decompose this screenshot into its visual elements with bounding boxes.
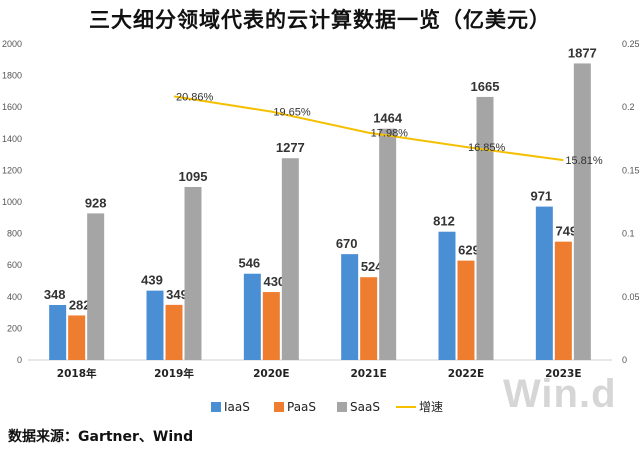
- y-left-tick-label: 1000: [2, 197, 22, 207]
- y-left-tick-label: 600: [7, 260, 22, 270]
- y-left-tick-label: 200: [7, 323, 22, 333]
- y-right-tick-label: 0: [622, 355, 627, 365]
- y-right-tick-label: 0.2: [622, 102, 635, 112]
- y-right-tick-label: 0.05: [622, 292, 640, 302]
- y-left-tick-label: 0: [17, 355, 22, 365]
- growth-rate-label: 17.98%: [371, 128, 409, 140]
- y-left-tick-label: 1400: [2, 134, 22, 144]
- bar-saas: [573, 63, 591, 361]
- y-left-tick-label: 1200: [2, 165, 22, 175]
- bar-paas: [554, 241, 572, 360]
- x-category-label: 2022E: [448, 368, 484, 380]
- growth-rate-line: [173, 95, 564, 162]
- legend-label: SaaS: [350, 400, 380, 414]
- bar-paas: [68, 315, 86, 360]
- bar-value-label: 1665: [471, 79, 500, 94]
- legend-swatch-saas: [337, 402, 347, 412]
- growth-rate-label: 20.86%: [176, 91, 214, 103]
- growth-rate-label: 16.85%: [468, 142, 506, 154]
- bar-value-label: 349: [166, 287, 188, 302]
- y-right-tick-label: 0.25: [622, 39, 640, 49]
- bar-value-label: 928: [85, 195, 107, 210]
- y-left-tick-label: 1800: [2, 71, 22, 81]
- bar-saas: [476, 96, 494, 361]
- y-left-tick-label: 400: [7, 292, 22, 302]
- bar-iaas: [438, 231, 456, 360]
- bar-iaas: [49, 305, 67, 360]
- y-right-tick-label: 0.15: [622, 165, 640, 175]
- x-category-label: 2019年: [154, 367, 194, 380]
- bar-value-label: 749: [555, 224, 577, 239]
- legend-swatch-paas: [274, 402, 284, 412]
- bar-value-label: 439: [141, 273, 163, 288]
- x-category-label: 2018年: [57, 367, 97, 380]
- bar-value-label: 812: [433, 214, 455, 229]
- bar-paas: [262, 292, 280, 360]
- growth-rate-label: 15.81%: [565, 155, 603, 167]
- bar-value-label: 430: [263, 274, 285, 289]
- bar-value-label: 282: [69, 297, 91, 312]
- bar-value-label: 546: [238, 256, 260, 271]
- legend-label: IaaS: [224, 400, 250, 414]
- bar-value-label: 348: [44, 287, 66, 302]
- bar-paas: [165, 304, 183, 360]
- bar-saas: [379, 128, 397, 360]
- bar-saas: [281, 158, 299, 360]
- legend-label: 增速: [419, 400, 443, 414]
- bar-value-label: 670: [336, 236, 358, 251]
- chart-title: 三大细分领域代表的云计算数据一览（亿美元）: [89, 8, 551, 32]
- y-left-tick-label: 2000: [2, 39, 22, 49]
- x-category-label: 2020E: [253, 368, 289, 380]
- x-category-label: 2021E: [350, 368, 386, 380]
- bar-iaas: [535, 206, 553, 360]
- growth-rate-label: 19.65%: [273, 107, 311, 119]
- bar-paas: [457, 260, 475, 360]
- x-category-label: 2023E: [545, 368, 581, 380]
- bar-value-label: 1877: [568, 45, 597, 60]
- y-left-tick-label: 800: [7, 229, 22, 239]
- data-source-note: 数据来源：Gartner、Wind: [8, 429, 194, 445]
- bar-value-label: 1095: [179, 169, 208, 184]
- bar-value-label: 1464: [373, 111, 403, 126]
- y-right-tick-label: 0.1: [622, 229, 635, 239]
- bar-iaas: [341, 254, 359, 360]
- bar-iaas: [146, 290, 164, 360]
- wind-watermark: Win.d: [503, 372, 617, 416]
- bar-value-label: 971: [530, 189, 552, 204]
- bar-iaas: [243, 273, 261, 360]
- bar-value-label: 524: [361, 259, 383, 274]
- bar-paas: [360, 277, 378, 360]
- legend-swatch-iaas: [211, 402, 221, 412]
- bar-saas: [87, 213, 105, 360]
- bar-value-label: 629: [458, 243, 480, 258]
- bar-saas: [184, 186, 202, 360]
- y-left-tick-label: 1600: [2, 102, 22, 112]
- legend-label: PaaS: [287, 400, 316, 414]
- bar-value-label: 1277: [276, 140, 305, 155]
